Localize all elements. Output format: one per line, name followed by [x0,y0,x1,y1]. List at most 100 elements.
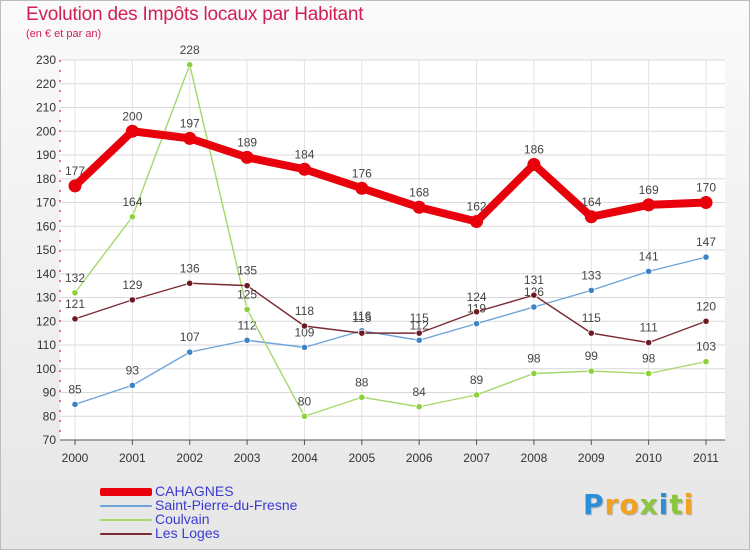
legend-item: Coulvain [100,512,380,526]
data-label: 115 [352,311,371,325]
x-tick-label: 2010 [635,451,662,465]
data-label: 184 [294,147,314,161]
x-tick-label: 2008 [521,451,548,465]
data-point [645,369,653,378]
data-label: 228 [180,43,200,57]
data-point [412,200,426,214]
x-tick-label: 2011 [693,451,719,465]
y-tick-label: 140 [36,267,56,281]
data-point [243,282,251,290]
data-point [702,317,710,325]
series-line [74,282,707,344]
y-tick-label: 210 [36,101,56,115]
proxiti-logo: Proxiti [583,488,694,521]
series-line [74,64,707,417]
y-tick-label: 170 [36,196,56,210]
data-point [300,322,309,330]
logo-letter: r [604,488,620,521]
data-label: 162 [467,200,487,214]
chart-title: Evolution des Impôts locaux par Habitant [26,4,364,25]
data-point [530,369,538,378]
data-label: 200 [122,109,142,123]
data-label: 121 [65,297,85,311]
logo-letter: x [639,488,659,521]
data-point [702,253,710,261]
legend-swatch [100,519,152,521]
data-point [472,391,481,399]
data-label: 109 [294,325,314,339]
data-label: 118 [295,304,314,318]
legend-swatch [100,505,152,507]
y-tick-label: 220 [36,77,56,91]
data-label: 89 [470,373,484,387]
data-point [71,289,79,297]
data-point [243,305,251,313]
data-label: 98 [527,352,541,366]
data-point [415,336,423,344]
series-line [74,256,707,406]
data-point [415,329,423,337]
data-label: 129 [122,278,142,292]
data-point [128,296,136,304]
data-label: 115 [582,311,601,325]
data-point [128,381,136,389]
data-point [297,162,311,176]
data-label: 135 [237,264,257,278]
y-tick-label: 130 [36,291,56,305]
x-tick-label: 2009 [578,451,605,465]
legend-label: Coulvain [155,511,210,527]
legend-item: Saint-Pierre-du-Fresne [100,498,380,512]
data-point [128,213,136,221]
data-point [587,367,595,375]
data-label: 197 [180,116,200,130]
legend-label: Les Loges [155,525,220,541]
logo-letter: P [583,488,605,521]
data-point [470,215,484,228]
series-line [72,127,707,226]
data-point [183,131,197,145]
x-tick-label: 2004 [291,451,318,465]
y-tick-label: 120 [36,314,56,328]
data-label: 93 [126,363,140,377]
data-label: 132 [65,271,85,285]
data-label: 133 [581,268,601,282]
data-label: 112 [410,318,429,332]
data-label: 141 [639,249,659,263]
legend-label: CAHAGNES [155,483,234,499]
data-label: 164 [581,195,601,209]
data-point [530,303,538,311]
legend-label: Saint-Pierre-du-Fresne [155,497,298,513]
data-label: 136 [180,261,200,275]
data-point [300,343,309,351]
chart-subtitle: (en € et par an) [26,28,102,40]
data-point [71,315,79,323]
data-label: 124 [467,290,487,304]
data-label: 107 [180,330,200,344]
data-point [702,358,710,366]
data-point [472,308,481,316]
data-point [300,412,309,420]
y-tick-label: 230 [36,53,56,67]
data-label: 112 [238,318,257,332]
y-tick-label: 80 [43,409,57,423]
logo-letter: t [669,488,684,521]
data-point [527,158,541,171]
y-tick-label: 180 [36,172,56,186]
legend-item: CAHAGNES [100,484,380,498]
y-tick-label: 70 [43,433,57,447]
y-tick-label: 90 [43,386,57,400]
y-tick-label: 100 [36,362,56,376]
data-point [642,198,656,212]
data-label: 111 [640,321,659,335]
data-label: 85 [68,382,82,396]
data-label: 164 [122,195,142,209]
x-tick-label: 2005 [348,451,375,465]
data-label: 80 [298,394,312,408]
data-label: 177 [65,164,85,178]
data-label: 170 [696,181,716,195]
data-label: 186 [524,143,544,157]
y-tick-label: 190 [36,148,56,162]
data-point [240,150,254,164]
data-label: 189 [237,135,257,149]
